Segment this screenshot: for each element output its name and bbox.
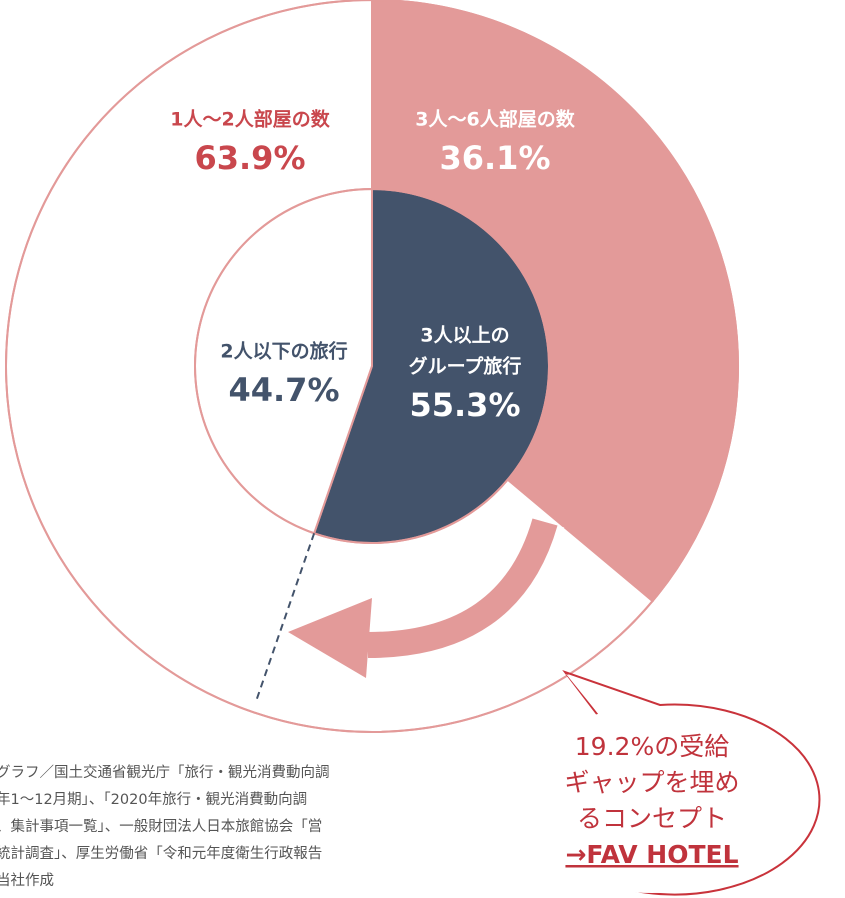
callout-fill bbox=[509, 707, 795, 893]
category-label: 2人以下の旅行 bbox=[220, 340, 347, 363]
note-line: グラフ／国土交通省観光庁「旅行・観光消費動向調 bbox=[0, 763, 330, 781]
callout-highlight: →FAV HOTEL bbox=[565, 840, 738, 869]
callout-tail bbox=[566, 674, 640, 716]
note-line: 年1〜12月期」、「2020年旅行・観光消費動向調 bbox=[0, 791, 307, 808]
note-line: 統計調査」、厚生労働省「令和元年度衛生行政報告 bbox=[0, 845, 322, 862]
category-label: 3人〜6人部屋の数 bbox=[415, 108, 575, 131]
donut bbox=[5, 0, 739, 733]
callout-line: ギャップを埋め bbox=[564, 768, 739, 797]
value-label: 44.7% bbox=[228, 371, 339, 409]
outer-border bbox=[5, 0, 739, 733]
note-line: 、集計事項一覧」、一般財団法人日本旅館協会「営 bbox=[0, 818, 322, 835]
gap-arrow bbox=[288, 516, 565, 678]
divider-line bbox=[255, 532, 316, 699]
category-label: 3人以上の bbox=[420, 325, 509, 347]
arrow-body bbox=[367, 518, 558, 658]
category-label: 1人〜2人部屋の数 bbox=[170, 108, 330, 131]
callout-line: 19.2%の受給 bbox=[575, 732, 729, 761]
category-label: グループ旅行 bbox=[409, 355, 522, 378]
callout-line: るコンセプト bbox=[577, 804, 727, 833]
value-label: 36.1% bbox=[439, 139, 550, 177]
callout bbox=[509, 669, 821, 896]
value-label: 63.9% bbox=[194, 139, 305, 177]
value-label: 55.3% bbox=[409, 386, 520, 424]
source-note: グラフ／国土交通省観光庁「旅行・観光消費動向調年1〜12月期」、「2020年旅行… bbox=[0, 763, 330, 889]
inner-border bbox=[194, 188, 550, 544]
arrow-head bbox=[288, 598, 372, 678]
note-line: 当社作成 bbox=[0, 872, 54, 889]
